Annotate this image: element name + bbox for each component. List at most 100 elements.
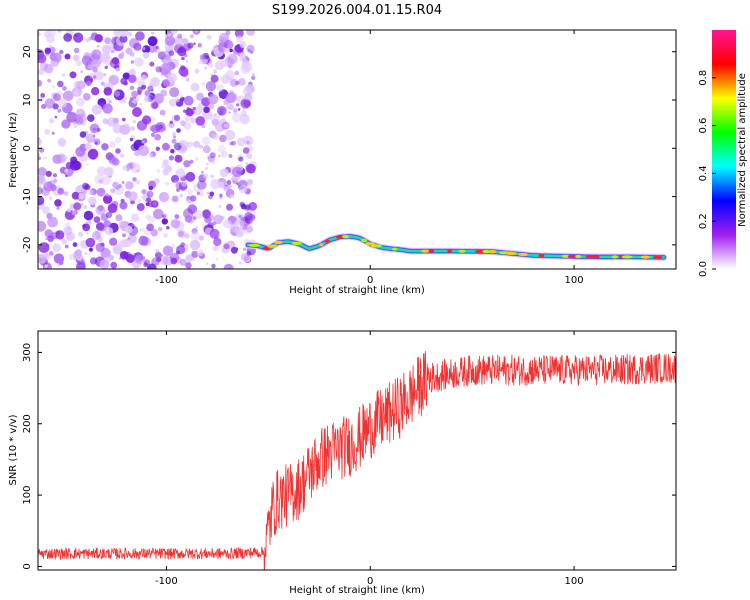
noise-cell — [243, 99, 252, 108]
noise-cell — [58, 99, 67, 108]
noise-cell — [239, 114, 250, 125]
noise-cell — [38, 32, 41, 36]
ridge-peak — [428, 249, 435, 253]
noise-cell — [201, 97, 211, 107]
noise-cell — [239, 41, 247, 48]
noise-cell — [231, 166, 243, 178]
noise-cell — [173, 135, 177, 139]
noise-cell — [194, 68, 200, 74]
noise-cell — [59, 154, 68, 162]
noise-cell — [210, 174, 215, 179]
noise-cell — [73, 202, 82, 211]
noise-cell — [190, 82, 200, 92]
noise-cell — [155, 66, 162, 73]
noise-cell — [177, 47, 187, 57]
noise-cell — [246, 226, 254, 233]
noise-cell — [136, 180, 140, 185]
noise-cell — [59, 49, 64, 55]
noise-cell — [142, 46, 146, 51]
noise-cell — [91, 87, 100, 96]
noise-cell — [137, 199, 142, 203]
noise-cell — [72, 242, 78, 248]
noise-cell — [189, 34, 194, 39]
noise-cell — [38, 152, 41, 157]
noise-cell — [227, 104, 234, 111]
x-tick-label: -100 — [155, 576, 178, 587]
noise-cell — [168, 99, 177, 107]
noise-cell — [73, 32, 84, 43]
ridge-peak — [420, 249, 430, 253]
noise-cell — [66, 111, 78, 123]
noise-cell — [223, 40, 234, 50]
noise-cell — [95, 242, 105, 252]
noise-cell — [229, 194, 234, 199]
noise-cell — [206, 34, 212, 40]
noise-cell — [102, 194, 113, 204]
noise-cell — [134, 93, 137, 96]
noise-cell — [183, 95, 194, 106]
noise-cell — [246, 44, 255, 54]
ridge-peak — [262, 246, 270, 250]
snr-y-label: SNR (10 * v/v) — [8, 414, 19, 485]
noise-cell — [158, 227, 163, 232]
noise-cell — [85, 237, 96, 248]
noise-cell — [146, 223, 154, 232]
noise-cell — [107, 194, 110, 197]
noise-cell — [210, 178, 221, 190]
noise-cell — [92, 66, 98, 73]
noise-cell — [224, 47, 230, 54]
ridge-peak — [561, 254, 571, 258]
noise-cell — [162, 245, 174, 256]
x-tick-label: 100 — [565, 576, 584, 587]
noise-cell — [187, 42, 194, 49]
noise-cell — [85, 38, 90, 43]
noise-cell — [184, 215, 193, 223]
noise-cell — [80, 203, 84, 206]
noise-cell — [171, 138, 177, 144]
noise-cell — [219, 134, 227, 143]
y-tick-label: 100 — [22, 486, 33, 505]
noise-cell — [229, 48, 233, 53]
noise-cell — [79, 131, 87, 138]
noise-cell — [57, 80, 64, 88]
noise-cell — [212, 133, 219, 141]
noise-cell — [213, 237, 222, 247]
noise-cell — [110, 261, 118, 269]
spectrogram-x-ticks: -100 0 100 — [155, 30, 584, 286]
noise-cell — [234, 247, 239, 251]
noise-cell — [88, 196, 97, 206]
colorbar-tick-label: 0.2 — [698, 213, 709, 229]
noise-cell — [133, 42, 142, 51]
noise-cell — [109, 237, 118, 246]
noise-cell — [47, 78, 51, 83]
noise-cell — [125, 181, 134, 190]
noise-cell — [130, 163, 141, 174]
noise-cell — [189, 159, 194, 164]
noise-cell — [100, 81, 105, 86]
noise-cell — [206, 214, 214, 222]
noise-cell — [108, 254, 115, 261]
noise-cell — [190, 231, 200, 241]
noise-cell — [181, 56, 185, 61]
noise-cell — [64, 222, 71, 228]
noise-cell — [191, 250, 199, 258]
ridge-peak — [621, 255, 633, 259]
noise-cell — [130, 126, 136, 131]
noise-cell — [244, 204, 251, 211]
y-tick-label: -10 — [22, 188, 33, 204]
noise-cell — [97, 205, 104, 212]
noise-cell — [94, 34, 104, 43]
noise-cell — [95, 205, 106, 216]
noise-cell — [108, 74, 119, 86]
noise-cell — [126, 169, 130, 172]
noise-cell — [63, 191, 69, 196]
noise-cell — [196, 249, 204, 257]
noise-cell — [168, 50, 175, 56]
noise-cell — [63, 90, 74, 102]
noise-cell — [42, 206, 50, 214]
noise-cell — [223, 243, 230, 250]
snr-y-ticks: 0 100 200 300 — [22, 343, 676, 570]
noise-cell — [150, 132, 156, 137]
noise-cell — [234, 70, 240, 76]
